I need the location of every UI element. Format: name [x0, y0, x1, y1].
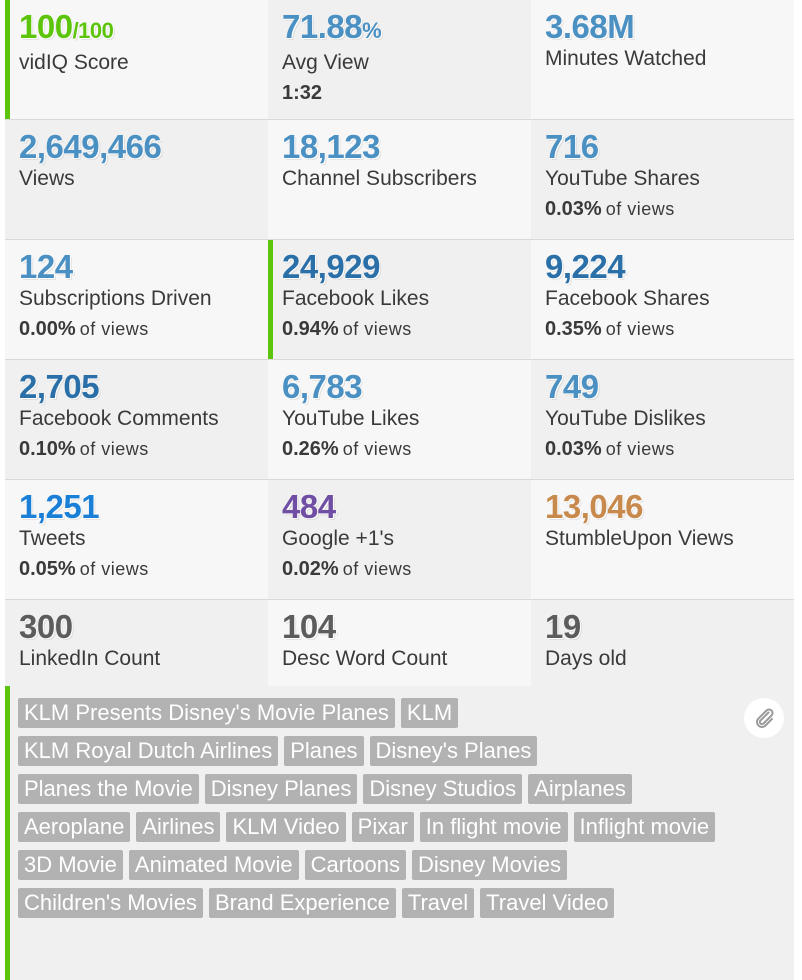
- views-label: Views: [19, 167, 75, 190]
- tag-chip[interactable]: Disney Studios: [363, 774, 523, 804]
- tag-chip[interactable]: Planes the Movie: [18, 774, 199, 804]
- tag-chip[interactable]: KLM Presents Disney's Movie Planes: [18, 698, 395, 728]
- avg-view-label: Avg View: [282, 51, 369, 74]
- youtube-dislikes-cell: 749 YouTube Dislikes 0.03% of views: [531, 360, 794, 479]
- tag-chip[interactable]: Inflight movie: [573, 812, 716, 842]
- tag-chip[interactable]: Disney Movies: [411, 850, 567, 880]
- facebook-shares-cell: 9,224 Facebook Shares 0.35% of views: [531, 240, 794, 359]
- tag-chip[interactable]: Disney's Planes: [369, 736, 538, 766]
- tag-chip[interactable]: Animated Movie: [128, 850, 299, 880]
- tag-chip[interactable]: Brand Experience: [208, 888, 396, 918]
- youtube-dislikes-label: YouTube Dislikes: [545, 407, 706, 430]
- tag-chip[interactable]: In flight movie: [419, 812, 568, 842]
- youtube-dislikes-pct: 0.03% of views: [545, 438, 675, 460]
- tag-chip[interactable]: Pixar: [351, 812, 414, 842]
- facebook-shares-value: 9,224: [545, 248, 626, 285]
- stats-grid: 100/100 vidIQ Score 71.88% Avg View 1:32…: [5, 0, 794, 720]
- facebook-comments-value: 2,705: [19, 368, 100, 405]
- tag-chip[interactable]: Airplanes: [528, 774, 632, 804]
- tag-chip[interactable]: Children's Movies: [18, 888, 203, 918]
- facebook-shares-label: Facebook Shares: [545, 287, 710, 310]
- channel-subscribers-cell: 18,123 Channel Subscribers: [268, 120, 531, 239]
- vidiq-score-label: vidIQ Score: [19, 51, 129, 74]
- channel-subscribers-value: 18,123: [282, 128, 380, 165]
- facebook-likes-pct: 0.94% of views: [282, 318, 412, 340]
- facebook-comments-label: Facebook Comments: [19, 407, 219, 430]
- youtube-likes-label: YouTube Likes: [282, 407, 420, 430]
- minutes-watched-label: Minutes Watched: [545, 47, 707, 70]
- tag-chip[interactable]: Travel: [401, 888, 475, 918]
- views-value: 2,649,466: [19, 128, 162, 165]
- minutes-watched-value: 3.68M: [545, 8, 635, 45]
- linkedin-count-label: LinkedIn Count: [19, 647, 161, 670]
- subscriptions-driven-value: 124: [19, 248, 73, 285]
- stumbleupon-cell: 13,046 StumbleUpon Views: [531, 480, 794, 599]
- views-cell: 2,649,466 Views: [5, 120, 268, 239]
- tweets-label: Tweets: [19, 527, 86, 550]
- stats-row: 2,705 Facebook Comments 0.10% of views 6,…: [5, 360, 794, 480]
- tag-chip[interactable]: Cartoons: [304, 850, 406, 880]
- youtube-likes-cell: 6,783 YouTube Likes 0.26% of views: [268, 360, 531, 479]
- days-old-value: 19: [545, 608, 581, 645]
- desc-word-count-value: 104: [282, 608, 336, 645]
- avg-view-duration: 1:32: [282, 82, 323, 104]
- tag-chip[interactable]: Travel Video: [480, 888, 615, 918]
- minutes-watched-cell: 3.68M Minutes Watched: [531, 0, 794, 119]
- tag-list: KLM Presents Disney's Movie Planes KLM KLM…: [18, 698, 724, 926]
- youtube-shares-pct: 0.03% of views: [545, 198, 675, 220]
- tweets-value: 1,251: [19, 488, 100, 525]
- youtube-dislikes-value: 749: [545, 368, 599, 405]
- subscriptions-driven-pct: 0.00% of views: [19, 318, 149, 340]
- tweets-cell: 1,251 Tweets 0.05% of views: [5, 480, 268, 599]
- tag-chip[interactable]: Disney Planes: [204, 774, 358, 804]
- facebook-comments-pct: 0.10% of views: [19, 438, 149, 460]
- tags-panel: KLM Presents Disney's Movie Planes KLM KLM…: [5, 686, 794, 980]
- vidiq-score-cell: 100/100 vidIQ Score: [5, 0, 268, 119]
- desc-word-count-label: Desc Word Count: [282, 647, 448, 670]
- google-plus-cell: 484 Google +1's 0.02% of views: [268, 480, 531, 599]
- stats-row: 2,649,466 Views 18,123 Channel Subscribe…: [5, 120, 794, 240]
- avg-view-value: 71.88%: [282, 8, 382, 45]
- stumbleupon-value: 13,046: [545, 488, 643, 525]
- youtube-likes-value: 6,783: [282, 368, 363, 405]
- tag-chip[interactable]: KLM: [400, 698, 459, 728]
- tweets-pct: 0.05% of views: [19, 558, 149, 580]
- facebook-shares-pct: 0.35% of views: [545, 318, 675, 340]
- stats-row: 1,251 Tweets 0.05% of views 484 Google +1…: [5, 480, 794, 600]
- youtube-shares-value: 716: [545, 128, 599, 165]
- google-plus-label: Google +1's: [282, 527, 395, 550]
- tag-chip[interactable]: 3D Movie: [18, 850, 123, 880]
- youtube-shares-cell: 716 YouTube Shares 0.03% of views: [531, 120, 794, 239]
- tag-chip[interactable]: Planes: [284, 736, 364, 766]
- subscriptions-driven-label: Subscriptions Driven: [19, 287, 212, 310]
- tag-chip[interactable]: Airlines: [136, 812, 221, 842]
- days-old-label: Days old: [545, 647, 627, 670]
- avg-view-cell: 71.88% Avg View 1:32: [268, 0, 531, 119]
- youtube-likes-pct: 0.26% of views: [282, 438, 412, 460]
- stats-row: 100/100 vidIQ Score 71.88% Avg View 1:32…: [5, 0, 794, 120]
- vidiq-score-value: 100/100: [19, 8, 114, 45]
- channel-subscribers-label: Channel Subscribers: [282, 167, 477, 190]
- facebook-likes-cell: 24,929 Facebook Likes 0.94% of views: [268, 240, 531, 359]
- youtube-shares-label: YouTube Shares: [545, 167, 700, 190]
- tag-chip[interactable]: KLM Video: [226, 812, 346, 842]
- google-plus-value: 484: [282, 488, 336, 525]
- subscriptions-driven-cell: 124 Subscriptions Driven 0.00% of views: [5, 240, 268, 359]
- facebook-comments-cell: 2,705 Facebook Comments 0.10% of views: [5, 360, 268, 479]
- linkedin-count-value: 300: [19, 608, 73, 645]
- stats-row: 124 Subscriptions Driven 0.00% of views 2…: [5, 240, 794, 360]
- facebook-likes-value: 24,929: [282, 248, 380, 285]
- tag-chip[interactable]: KLM Royal Dutch Airlines: [18, 736, 279, 766]
- paperclip-icon[interactable]: [744, 698, 784, 738]
- stumbleupon-label: StumbleUpon Views: [545, 527, 734, 550]
- google-plus-pct: 0.02% of views: [282, 558, 412, 580]
- facebook-likes-label: Facebook Likes: [282, 287, 430, 310]
- tag-chip[interactable]: Aeroplane: [18, 812, 131, 842]
